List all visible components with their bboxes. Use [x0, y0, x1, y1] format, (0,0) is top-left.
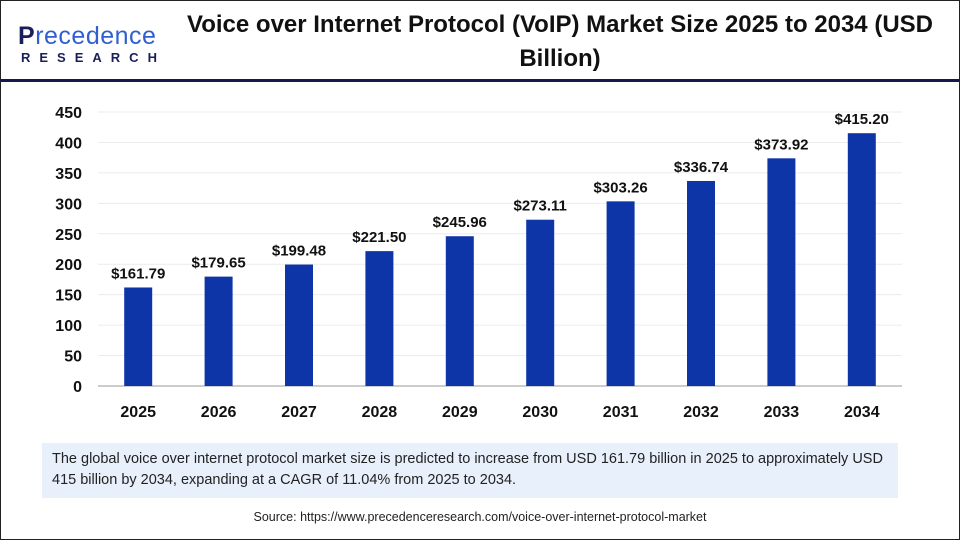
- data-label: $245.96: [433, 214, 487, 231]
- y-tick-label: 150: [55, 288, 82, 305]
- bar: [606, 201, 635, 386]
- bar: [526, 219, 555, 386]
- x-tick-label: 2032: [683, 404, 719, 421]
- bar: [124, 287, 153, 386]
- header-divider: [0, 79, 960, 82]
- x-tick-label: 2029: [442, 404, 478, 421]
- x-tick-label: 2026: [201, 404, 237, 421]
- data-label: $273.11: [513, 198, 566, 215]
- logo: Precedence RESEARCH: [18, 22, 158, 65]
- bar: [847, 133, 876, 386]
- logo-sub: RESEARCH: [21, 50, 166, 65]
- y-tick-label: 250: [55, 227, 82, 244]
- x-tick-label: 2028: [362, 404, 398, 421]
- bar: [687, 180, 715, 386]
- y-tick-label: 50: [64, 349, 82, 366]
- source: Source: https://www.precedenceresearch.c…: [253, 510, 707, 524]
- data-label: $179.65: [191, 255, 245, 272]
- y-tick-label: 100: [55, 318, 82, 335]
- bar: [767, 158, 796, 386]
- x-tick-label: 2025: [120, 404, 156, 421]
- bar-chart: 0 50 100 150 200 250 300 350 400 450 $161.79 2025 $1…: [55, 105, 902, 421]
- bar: [445, 236, 474, 386]
- chart-title: Voice over Internet Protocol (VoIP) Mark…: [186, 11, 933, 72]
- data-label: $336.74: [674, 159, 729, 176]
- data-label: $415.20: [835, 111, 889, 128]
- x-tick-label: 2033: [764, 404, 800, 421]
- y-tick-label: 350: [55, 166, 82, 183]
- data-label: $221.50: [352, 229, 406, 246]
- x-tick-label: 2030: [522, 404, 558, 421]
- bar: [365, 251, 394, 386]
- data-label: $161.79: [111, 265, 165, 282]
- x-tick-label: 2027: [281, 404, 317, 421]
- y-tick-label: 0: [73, 379, 82, 396]
- data-label: $303.26: [593, 179, 647, 196]
- x-tick-label: 2034: [844, 404, 880, 421]
- data-label: $199.48: [272, 243, 326, 260]
- data-label: $373.92: [754, 136, 808, 153]
- y-tick-label: 200: [55, 257, 82, 274]
- y-tick-label: 300: [55, 196, 82, 213]
- logo-letter: P: [18, 22, 36, 50]
- x-tick-label: 2031: [603, 404, 639, 421]
- caption: The global voice over internet protocol …: [42, 443, 898, 498]
- y-tick-label: 450: [55, 105, 82, 122]
- y-tick-label: 400: [55, 135, 82, 152]
- logo-word: recedence: [35, 22, 157, 50]
- bar: [285, 264, 313, 386]
- bar: [204, 276, 233, 386]
